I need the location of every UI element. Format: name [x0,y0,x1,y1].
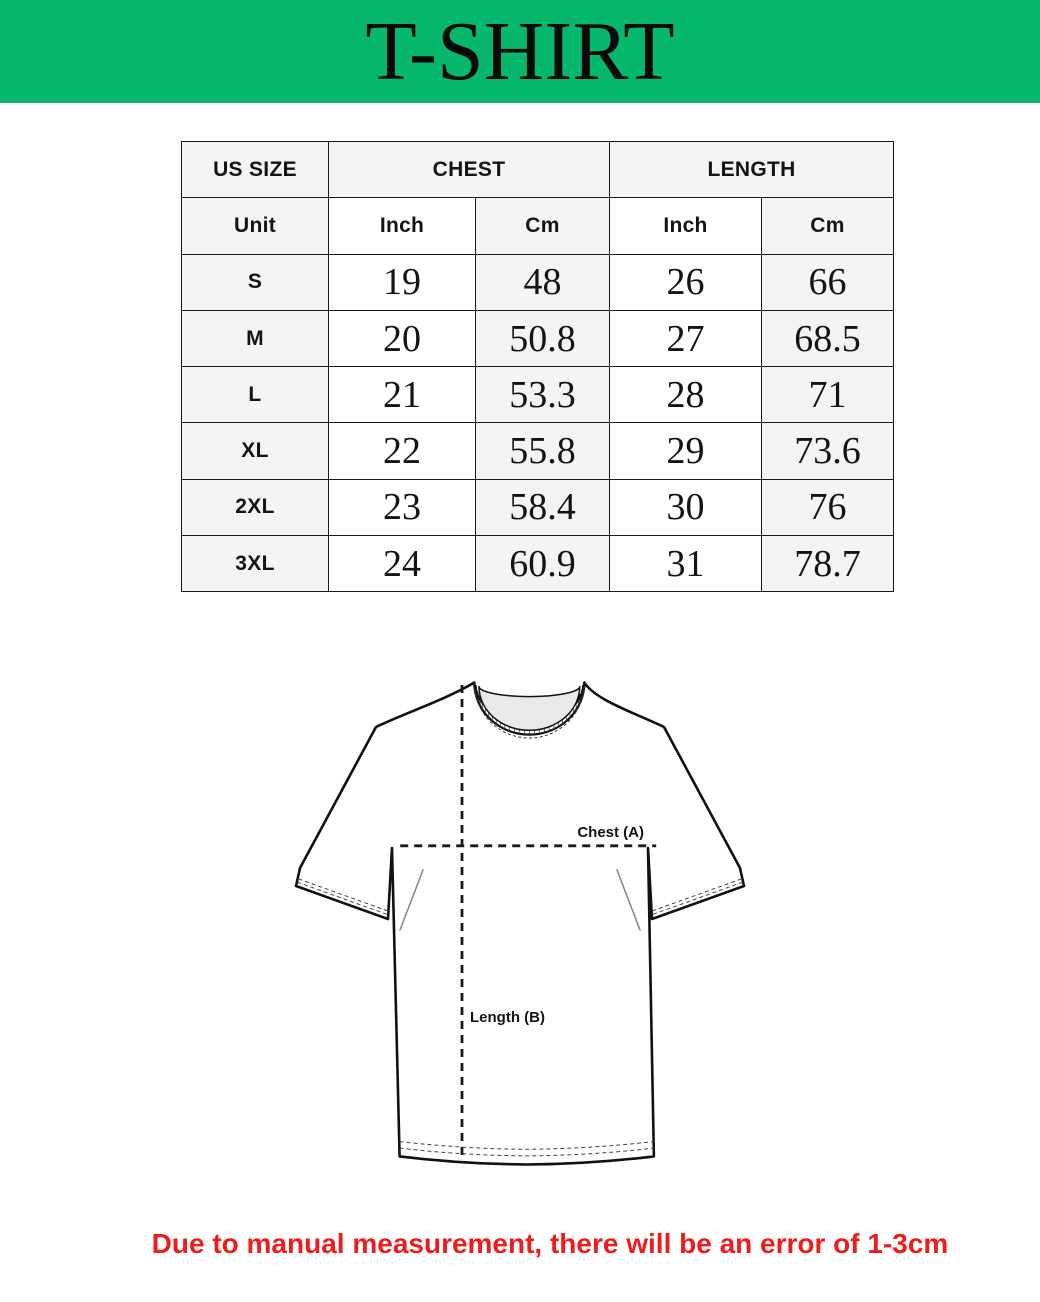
svg-text:Chest (A): Chest (A) [577,824,644,841]
svg-text:Length (B): Length (B) [470,1009,545,1026]
